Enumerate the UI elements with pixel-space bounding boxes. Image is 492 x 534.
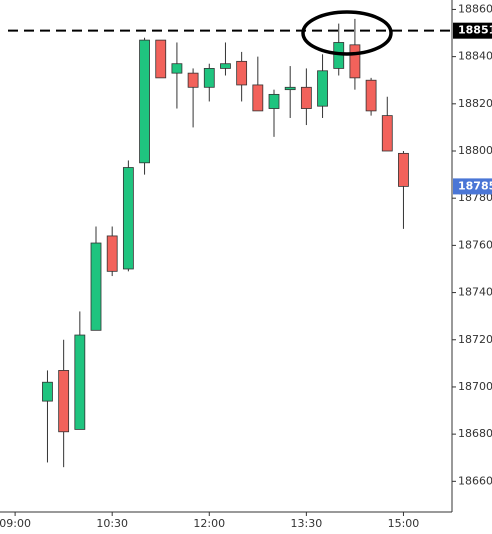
- y-tick-label: 18840: [458, 50, 492, 63]
- x-tick-label: 15:00: [388, 517, 420, 530]
- last-price-box: [453, 178, 492, 195]
- candle-body: [203, 68, 215, 88]
- y-tick-label: 18760: [458, 238, 492, 251]
- candle-body: [122, 167, 134, 270]
- candle-body: [90, 242, 102, 331]
- candle-body: [74, 334, 86, 430]
- candle-body: [398, 152, 409, 187]
- candle-body: [220, 63, 231, 69]
- candle-body: [381, 115, 393, 152]
- candle-body: [42, 381, 53, 402]
- candle-body: [349, 44, 361, 79]
- y-tick-label: 18680: [458, 427, 492, 440]
- candle-body: [284, 86, 296, 91]
- y-tick-label: 18780: [458, 191, 492, 204]
- candle-body: [365, 79, 377, 112]
- candle-body: [317, 70, 328, 107]
- highlight-ellipse: [301, 10, 393, 56]
- candle-body: [155, 39, 167, 79]
- y-tick-label: 18800: [458, 144, 492, 157]
- y-tick-label: 18820: [458, 97, 492, 110]
- candle-body: [106, 235, 118, 272]
- candle-body: [236, 60, 248, 86]
- candle-body: [171, 63, 183, 74]
- y-tick-label: 18700: [458, 380, 492, 393]
- candle-body: [252, 84, 264, 112]
- x-tick-label: 13:30: [291, 517, 323, 530]
- y-tick-label: 18720: [458, 333, 492, 346]
- candle-body: [187, 72, 199, 88]
- candle-body: [268, 93, 280, 109]
- hline-label-box: [453, 22, 492, 39]
- candle-body: [139, 39, 150, 164]
- y-tick-label: 18740: [458, 286, 492, 299]
- x-tick-label: 09:00: [0, 517, 31, 530]
- x-tick-label: 12:00: [193, 517, 225, 530]
- last-price-label: 18785: [458, 179, 492, 192]
- candle-body: [58, 370, 70, 433]
- y-tick-label: 18860: [458, 2, 492, 15]
- y-tick-label: 18660: [458, 474, 492, 487]
- plot: [42, 18, 409, 468]
- candle-body: [300, 86, 312, 109]
- x-tick-label: 10:30: [96, 517, 128, 530]
